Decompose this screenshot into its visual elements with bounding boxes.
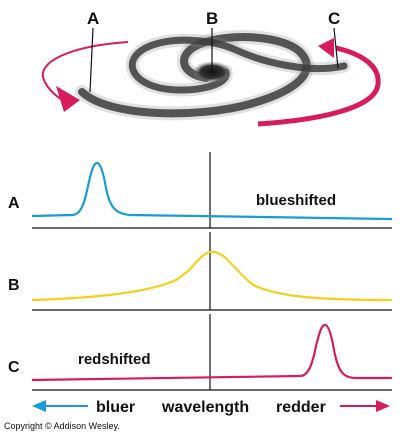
spiral-arm-outer-glow: [75, 30, 314, 121]
spectrum-curve-a: [31, 161, 393, 221]
spectrum-row-label-a: A: [8, 195, 20, 212]
redder-label: redder: [276, 399, 326, 416]
redder-arrow-icon: [376, 400, 390, 412]
spectrum-curve-b: [31, 250, 393, 302]
redshifted-annotation: redshifted: [78, 351, 151, 368]
leader-line-c: [333, 27, 339, 69]
spectrum-row-label-b: B: [8, 277, 20, 294]
copyright-notice: Copyright © Addison Wesley.: [4, 421, 120, 431]
spectrum-panels: A B C blueshifted redshifted: [8, 152, 393, 391]
spiral-arm-inner: [128, 36, 348, 94]
rotation-arrowhead-left-icon: [56, 86, 80, 112]
galaxy-label-c: C: [328, 9, 340, 28]
galaxy-label-a: A: [87, 9, 99, 28]
wavelength-axis: bluer wavelength redder: [32, 399, 390, 416]
galaxy-label-b: B: [206, 9, 218, 28]
spiral-arm-outer: [78, 33, 311, 118]
spectrum-curve-c: [31, 323, 392, 382]
rotation-arrow-back: [41, 41, 129, 103]
galaxy-core: [192, 61, 232, 83]
blueshifted-annotation: blueshifted: [256, 192, 336, 209]
spectrum-row-label-c: C: [8, 359, 20, 376]
galaxy-labels: A B C: [87, 9, 340, 93]
spiral-arm-inner-glow: [125, 33, 351, 97]
bluer-label: bluer: [96, 399, 135, 416]
bluer-arrow-icon: [32, 400, 46, 412]
rotation-arrows: [41, 38, 381, 127]
spiral-galaxy: [75, 30, 351, 121]
rotation-arrow-front: [257, 45, 381, 127]
wavelength-label: wavelength: [161, 399, 249, 416]
leader-line-a: [89, 27, 94, 93]
rotation-arrowhead-right-icon: [318, 38, 334, 58]
